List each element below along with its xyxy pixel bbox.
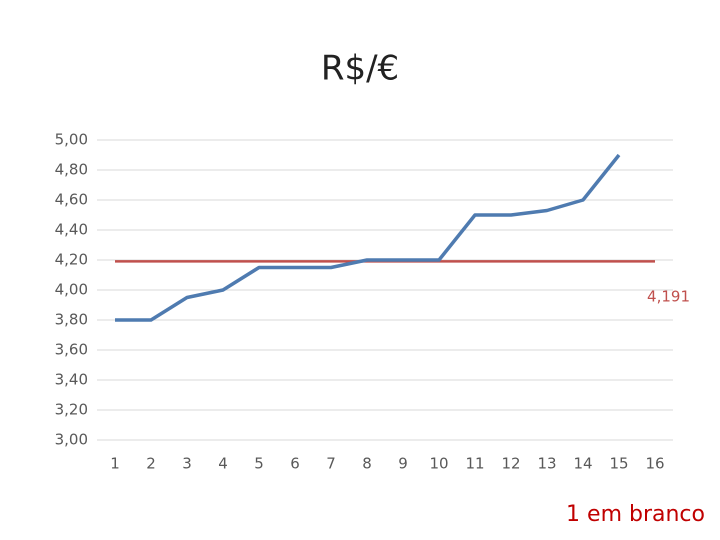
y-tick-label: 5,00 bbox=[55, 131, 88, 149]
x-tick-label: 10 bbox=[429, 455, 448, 473]
x-tick-label: 5 bbox=[254, 455, 264, 473]
reference-label: 4,191 bbox=[647, 288, 690, 306]
x-tick-label: 14 bbox=[573, 455, 592, 473]
y-tick-label: 3,00 bbox=[55, 431, 88, 449]
y-tick-label: 3,20 bbox=[55, 401, 88, 419]
x-tick-label: 6 bbox=[290, 455, 300, 473]
x-tick-label: 7 bbox=[326, 455, 336, 473]
x-tick-label: 2 bbox=[146, 455, 156, 473]
x-tick-label: 4 bbox=[218, 455, 228, 473]
x-tick-label: 3 bbox=[182, 455, 192, 473]
y-tick-label: 4,00 bbox=[55, 281, 88, 299]
y-tick-label: 3,40 bbox=[55, 371, 88, 389]
x-tick-label: 9 bbox=[398, 455, 408, 473]
y-tick-label: 4,80 bbox=[55, 161, 88, 179]
y-tick-label: 4,20 bbox=[55, 251, 88, 269]
series-line bbox=[115, 153, 621, 322]
chart-title: R$/€ bbox=[321, 49, 399, 89]
x-tick-label: 13 bbox=[537, 455, 556, 473]
y-tick-label: 4,60 bbox=[55, 191, 88, 209]
x-tick-label: 15 bbox=[609, 455, 628, 473]
annotation: 1 em branco bbox=[566, 502, 705, 527]
x-tick-label: 12 bbox=[501, 455, 520, 473]
y-tick-label: 3,60 bbox=[55, 341, 88, 359]
y-tick-label: 3,80 bbox=[55, 311, 88, 329]
y-tick-label: 4,40 bbox=[55, 221, 88, 239]
x-tick-label: 1 bbox=[110, 455, 120, 473]
x-tick-label: 8 bbox=[362, 455, 372, 473]
x-tick-label: 16 bbox=[645, 455, 664, 473]
x-tick-label: 11 bbox=[465, 455, 484, 473]
